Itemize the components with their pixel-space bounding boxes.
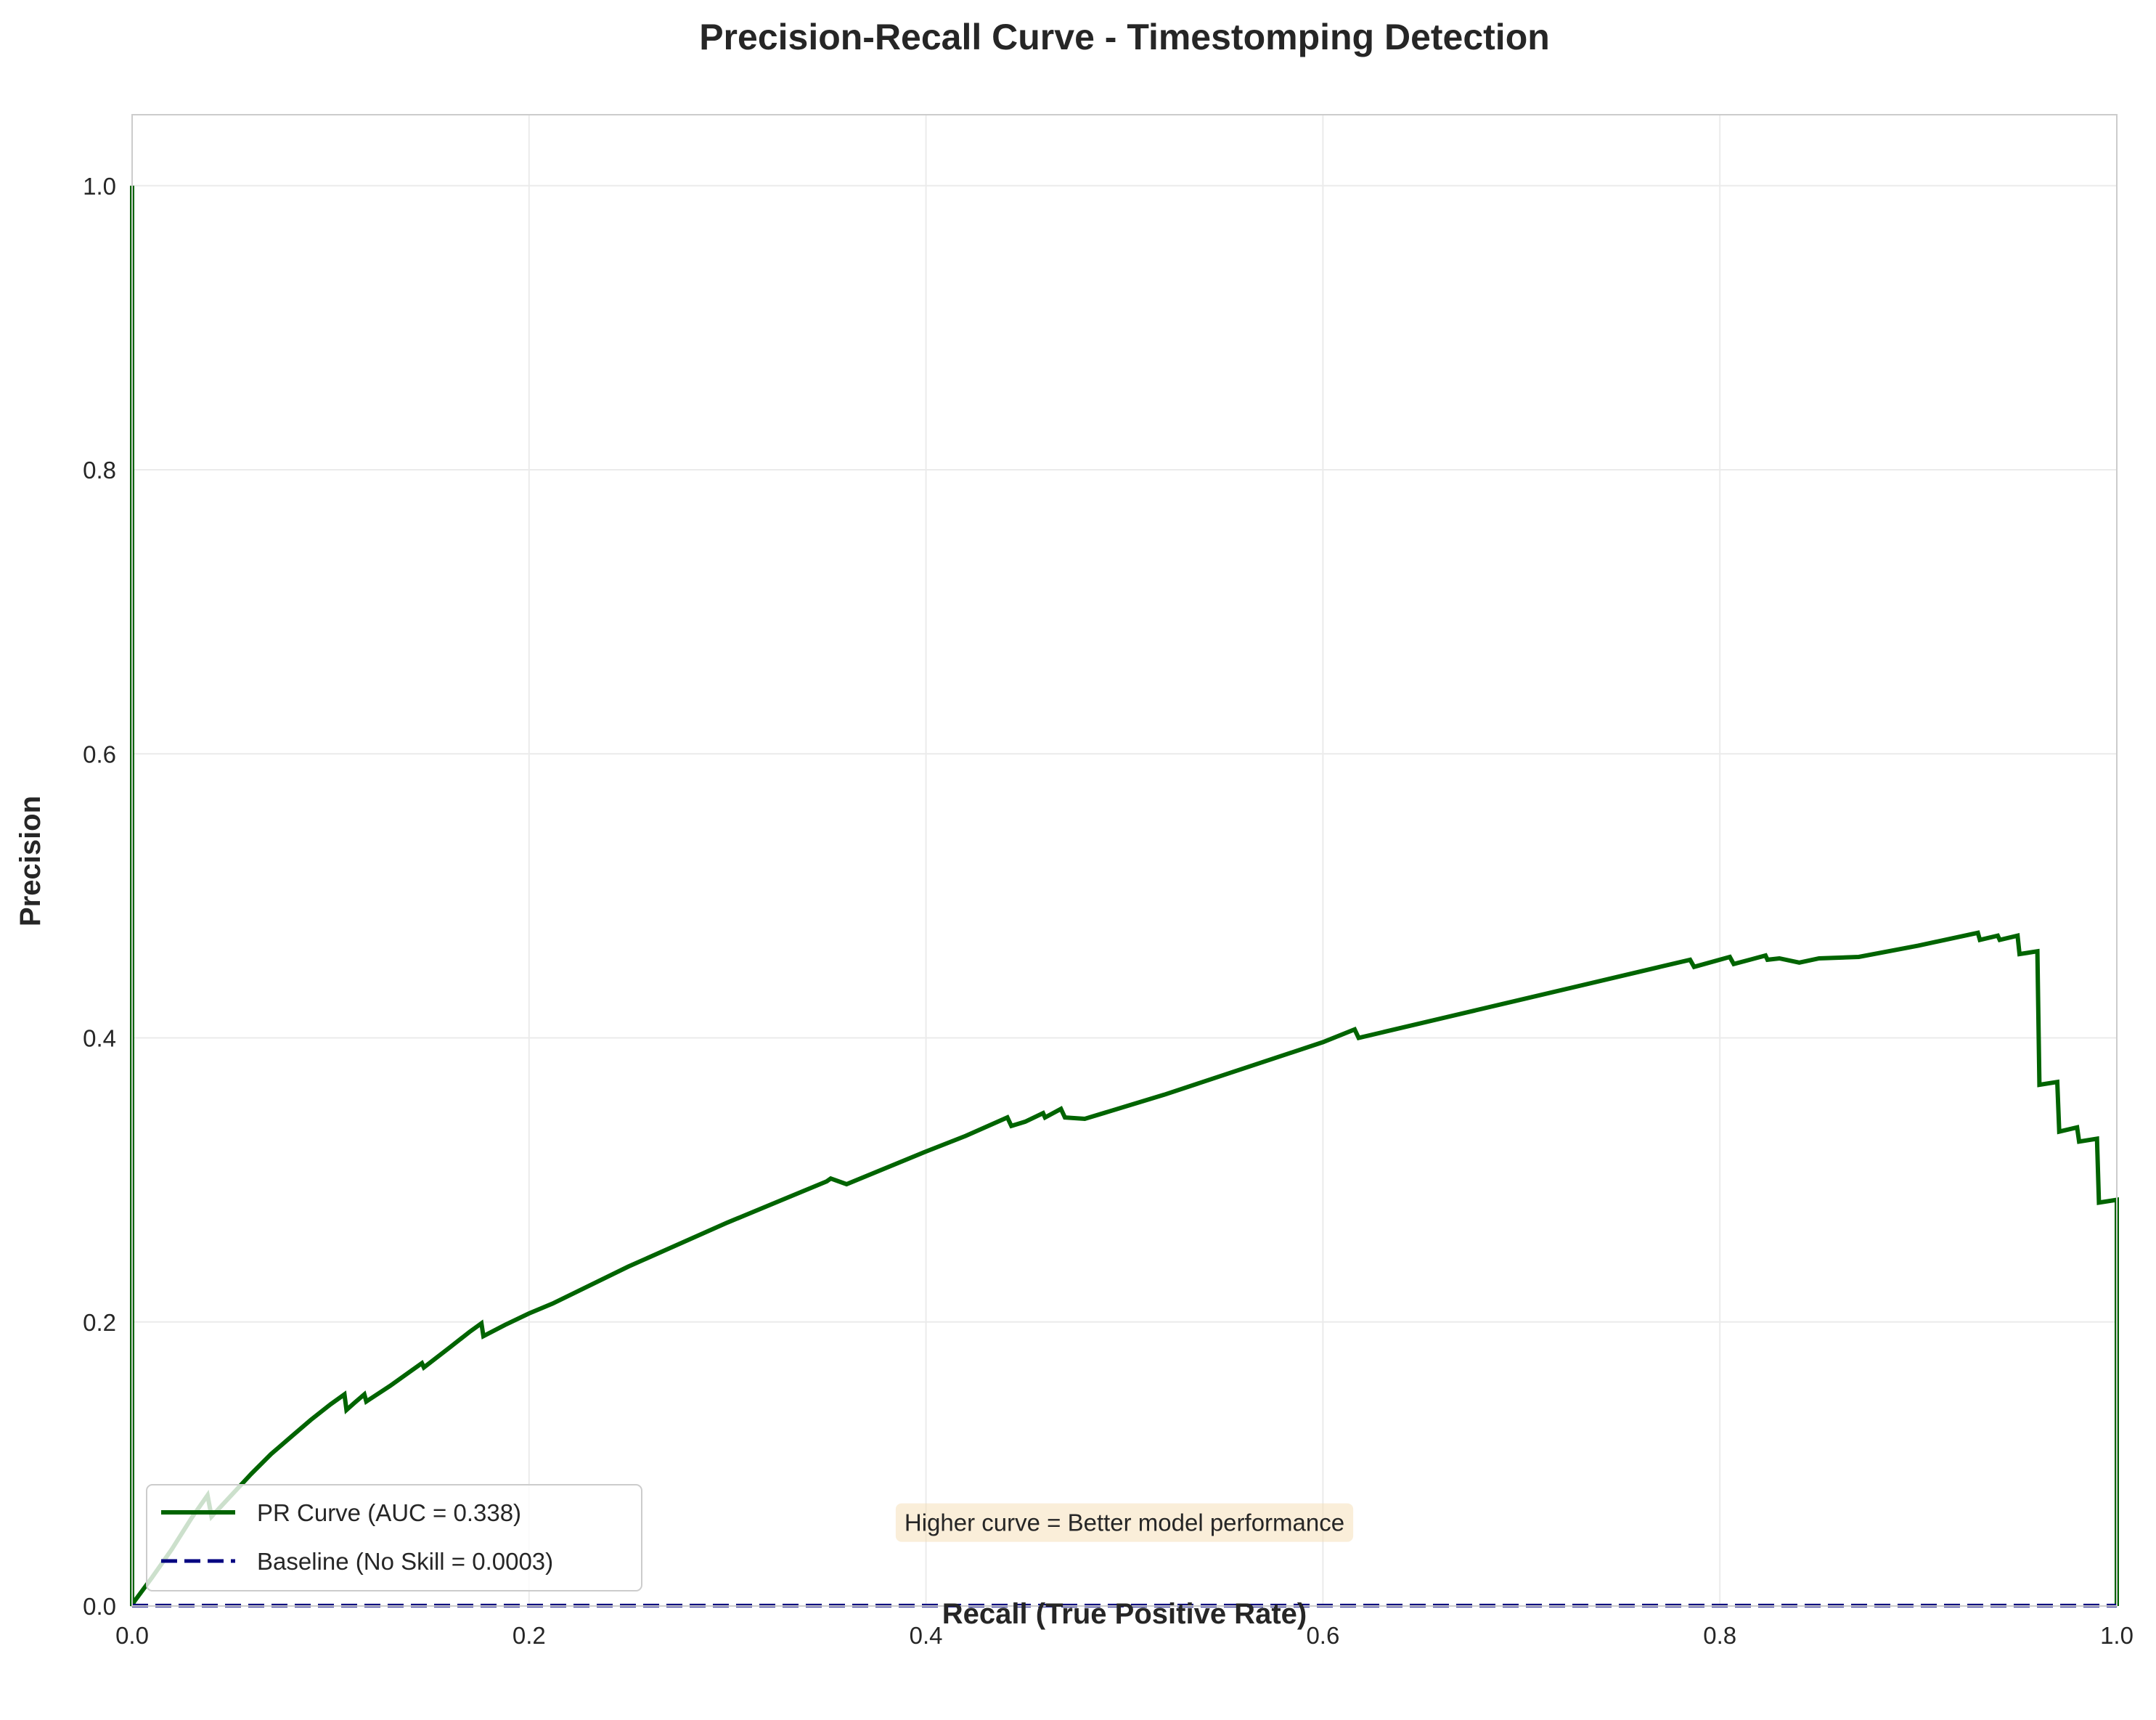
legend: PR Curve (AUC = 0.338) Baseline (No Skill… bbox=[146, 1484, 642, 1591]
y-tick-label: 0.0 bbox=[83, 1593, 116, 1620]
y-tick-label: 0.8 bbox=[83, 457, 116, 484]
x-tick-label: 1.0 bbox=[2100, 1622, 2133, 1649]
legend-label: Baseline (No Skill = 0.0003) bbox=[257, 1548, 553, 1575]
annotation-text: Higher curve = Better model performance bbox=[905, 1509, 1344, 1536]
y-tick-label: 0.2 bbox=[83, 1309, 116, 1336]
plot-frame bbox=[131, 114, 2118, 1607]
y-tick-label: 1.0 bbox=[83, 173, 116, 200]
x-tick-label: 0.8 bbox=[1703, 1622, 1736, 1649]
y-tick-label: 0.4 bbox=[83, 1025, 116, 1052]
x-tick-label: 0.4 bbox=[910, 1622, 943, 1649]
tick-labels: 0.0 0.2 0.4 0.6 0.8 1.0 0.0 0.2 0.4 0.6 0.8 1.0 bbox=[83, 173, 2133, 1649]
annotation-box: Higher curve = Better model performance bbox=[895, 1503, 1354, 1542]
x-tick-label: 0.2 bbox=[513, 1622, 546, 1649]
x-tick-label: 0.6 bbox=[1306, 1622, 1339, 1649]
legend-box bbox=[146, 1484, 642, 1591]
y-tick-label: 0.6 bbox=[83, 741, 116, 767]
pr-curve-line bbox=[130, 185, 2119, 1607]
annotation: Higher curve = Better model performance bbox=[895, 1503, 1354, 1542]
y-axis-label: Precision bbox=[15, 796, 46, 926]
x-axis-label: Recall (True Positive Rate) bbox=[942, 1598, 1307, 1630]
x-tick-label: 0.0 bbox=[115, 1622, 149, 1649]
chart-title: Precision-Recall Curve - Timestomping De… bbox=[699, 17, 1550, 57]
legend-label: PR Curve (AUC = 0.338) bbox=[257, 1499, 521, 1526]
annotation-background bbox=[895, 1503, 1354, 1542]
